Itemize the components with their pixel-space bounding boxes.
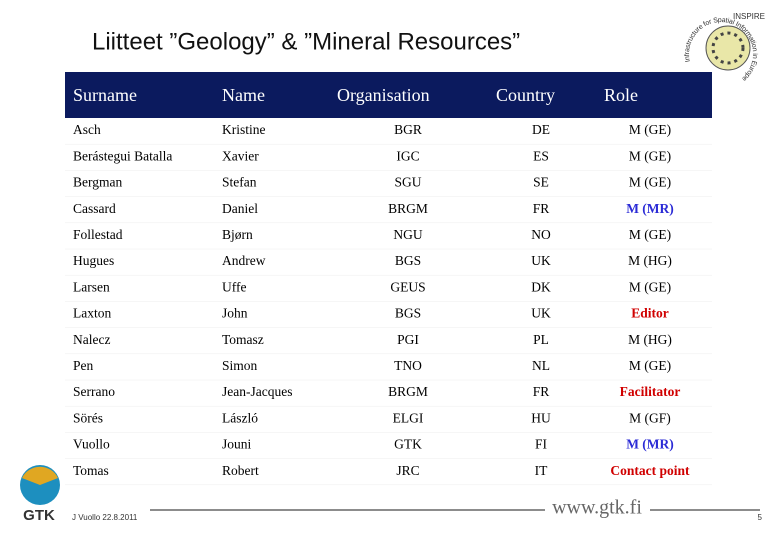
table-cell: ELGI [393,410,424,425]
table-cell: John [222,306,248,321]
table-cell: Nalecz [73,332,110,347]
table-cell: SGU [394,175,421,190]
table-cell: UK [531,253,551,268]
table-cell: Sörés [73,410,103,425]
table-cell: BRGM [388,201,428,216]
table-cell: M (GF) [629,410,671,425]
table-cell: FR [533,384,550,399]
table-cell: Tomasz [222,332,264,347]
table-cell: M (GE) [629,358,671,373]
footer-url: www.gtk.fi [552,497,642,519]
column-header: Name [222,85,265,105]
table-cell: Contact point [610,463,690,478]
table-cell: László [222,410,258,425]
table-cell: BRGM [388,384,428,399]
table-cell: Uffe [222,279,247,294]
table-cell: ES [533,148,549,163]
table-cell: NO [531,227,551,242]
table-cell: SE [533,175,549,190]
table-cell: Pen [73,358,94,373]
table-cell: Editor [631,306,669,321]
table-cell: Kristine [222,122,266,137]
table-cell: M (GE) [629,227,671,242]
inspire-logo: INSPIRE Infrastructure for Spatial Infor… [684,12,765,82]
table-cell: M (HG) [628,332,672,347]
page-number: 5 [758,513,763,522]
table-cell: GTK [394,437,422,452]
table-cell: Stefan [222,175,257,190]
table-cell: NGU [393,227,422,242]
table-cell: FR [533,201,550,216]
header-row [65,72,712,118]
table-cell: FI [535,437,548,452]
table-cell: M (GE) [629,122,671,137]
table-cell: Vuollo [73,437,110,452]
table-cell: Serrano [73,384,115,399]
table-cell: Hugues [73,253,114,268]
table-cell: Berástegui Batalla [73,148,172,163]
table-cell: Daniel [222,201,258,216]
table-cell: UK [531,306,551,321]
table-cell: Andrew [222,253,266,268]
table-cell: Bjørn [222,227,253,242]
column-header: Role [604,85,638,105]
table-cell: DE [532,122,550,137]
table-cell: Jean-Jacques [222,384,292,399]
table-cell: BGS [395,306,421,321]
table-cell: Tomas [73,463,109,478]
table-cell: HU [531,410,551,425]
gtk-logo: GTK [18,465,60,525]
table-cell: Simon [222,358,258,373]
table-cell: BGR [394,122,422,137]
table-cell: Follestad [73,227,123,242]
table-cell: Xavier [222,148,259,163]
table-cell: Cassard [73,201,116,216]
table-cell: TNO [394,358,422,373]
inspire-text: INSPIRE [733,12,765,21]
column-header: Organisation [337,85,430,105]
table-cell: JRC [396,463,419,478]
column-header: Country [496,85,555,105]
table-cell: M (MR) [626,437,674,452]
table-cell: PGI [397,332,419,347]
table-cell: Larsen [73,279,110,294]
table-cell: Robert [222,463,259,478]
table-cell: DK [531,279,551,294]
table-cell: M (HG) [628,253,672,268]
table-cell: Facilitator [620,384,681,399]
footer-author: J Vuollo 22.8.2011 [72,513,138,522]
table-cell: Asch [73,122,101,137]
table-cell: PL [533,332,549,347]
table-cell: Jouni [222,437,252,452]
table-cell: M (GE) [629,148,671,163]
table-cell: M (GE) [629,279,671,294]
table-cell: M (MR) [626,201,674,216]
table-cell: IT [535,463,548,478]
column-header: Surname [73,85,137,105]
gtk-text: GTK [23,507,55,524]
table-cell: NL [532,358,550,373]
table-cell: M (GE) [629,175,671,190]
table-cell: BGS [395,253,421,268]
table: Surname Name Organisation Country Role Asch Kr… [65,72,712,486]
table-cell: Laxton [73,306,111,321]
table-cell: Bergman [73,175,122,190]
table-cell: GEUS [390,279,425,294]
slide-title: Liitteet ”Geology” & ”Mineral Resources” [92,28,520,55]
table-cell: IGC [396,148,419,163]
